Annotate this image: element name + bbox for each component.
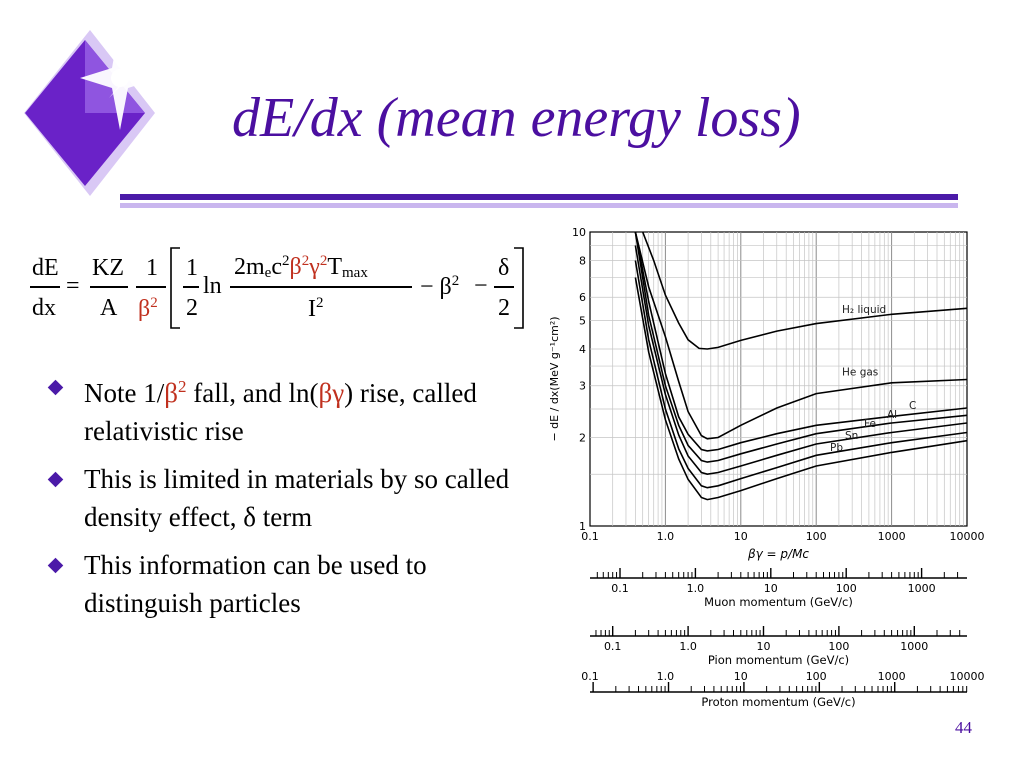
momentum-tick-label: 10 xyxy=(734,670,748,683)
half-numerator: 1 xyxy=(186,255,198,281)
bullet-item: Note 1/β2 fall, and ln(βγ) rise, called … xyxy=(47,368,524,450)
y-tick-label: 5 xyxy=(579,315,586,328)
bethe-bloch-formula: dE dx = KZ A 1 β2 1 2 ln 2mec2β2γ2Tmax I… xyxy=(28,246,528,336)
series-line-3 xyxy=(634,232,967,463)
momentum-tick-label: 1000 xyxy=(878,670,906,683)
chart-labels: 1 2 3 4 5 6 8 10 0.1 1.0 10 100 1000 10000 βγ = p/Mc − … xyxy=(548,226,985,561)
y-tick-label: 10 xyxy=(572,226,586,239)
x-tick-label: 100 xyxy=(806,530,827,543)
series-line-5 xyxy=(634,260,967,489)
lhs-denominator: dx xyxy=(32,295,56,321)
x-tick-label: 10000 xyxy=(950,530,985,543)
delta-numerator: δ xyxy=(498,255,510,281)
x-tick-label: 10 xyxy=(734,530,748,543)
momentum-tick-label: 10000 xyxy=(950,670,985,683)
beta-fraction-bar xyxy=(136,286,166,288)
delta-fraction-bar xyxy=(494,286,514,288)
slide-title: dE/dx (mean energy loss) xyxy=(232,87,801,149)
series-label-4: Fe xyxy=(864,418,876,430)
left-bracket xyxy=(170,247,180,329)
page-number: 44 xyxy=(955,718,972,737)
series-label-2: C xyxy=(909,400,916,412)
chart-grid xyxy=(589,231,968,527)
kz-numerator: KZ xyxy=(92,255,124,281)
half-denominator: 2 xyxy=(186,295,198,321)
series-label-6: Pb xyxy=(830,442,843,454)
momentum-tick-label: 100 xyxy=(806,670,827,683)
momentum-axes: 0.1 1.0 10 100 1000 Muon momentum (GeV/c) 0.1 1… xyxy=(581,568,985,709)
momentum-axis-label: Proton momentum (GeV/c) xyxy=(701,695,855,709)
y-tick-label: 2 xyxy=(579,431,586,444)
series-line-4 xyxy=(634,245,967,476)
right-bracket xyxy=(514,247,524,329)
chart-curves xyxy=(634,232,967,501)
log-fraction-bar xyxy=(230,286,412,288)
series-line-1 xyxy=(634,232,967,440)
momentum-tick-label: 1.0 xyxy=(687,582,705,595)
series-line-0 xyxy=(641,232,967,350)
y-tick-label: 6 xyxy=(579,291,586,304)
momentum-axis-label: Pion momentum (GeV/c) xyxy=(708,653,849,667)
momentum-tick-label: 10 xyxy=(756,640,770,653)
momentum-tick-label: 10 xyxy=(764,582,778,595)
y-tick-label: 1 xyxy=(579,520,586,533)
series-label-3: Al xyxy=(887,409,897,421)
y-tick-label: 8 xyxy=(579,254,586,267)
title-underline-light xyxy=(120,203,958,208)
momentum-tick-label: 1.0 xyxy=(657,670,675,683)
y-tick-label: 3 xyxy=(579,380,586,393)
lhs-fraction-bar xyxy=(30,286,60,288)
momentum-tick-label: 100 xyxy=(836,582,857,595)
beta-fraction-numerator: 1 xyxy=(146,255,158,281)
momentum-tick-label: 0.1 xyxy=(581,670,599,683)
bullet-item: This is limited in materials by so calle… xyxy=(47,460,524,536)
log-argument-denominator: I2 xyxy=(308,295,324,322)
y-tick-label: 4 xyxy=(579,343,586,356)
x-axis-label: βγ = p/Mc xyxy=(747,547,809,561)
log-argument-numerator: 2mec2β2γ2Tmax xyxy=(234,253,368,281)
momentum-tick-label: 0.1 xyxy=(604,640,622,653)
kz-fraction-bar xyxy=(90,286,128,288)
minus-sign: − xyxy=(474,273,488,299)
delta-denominator: 2 xyxy=(498,295,510,321)
bullet-diamond-icon xyxy=(47,379,64,396)
momentum-tick-label: 0.1 xyxy=(611,582,629,595)
momentum-tick-label: 1000 xyxy=(908,582,936,595)
bullet-diamond-icon xyxy=(47,471,64,488)
series-line-2 xyxy=(634,232,967,452)
series-label-5: Sn xyxy=(845,430,858,442)
title-underline-dark xyxy=(120,194,958,200)
x-tick-label: 0.1 xyxy=(581,530,599,543)
half-fraction-bar xyxy=(183,286,199,288)
purple-diamond-sparkle-icon xyxy=(24,22,160,196)
kz-denominator: A xyxy=(100,295,118,321)
lhs-numerator: dE xyxy=(32,255,59,281)
equals-sign: = xyxy=(66,273,80,299)
beta-fraction-denominator: β2 xyxy=(138,295,158,322)
bullet-diamond-icon xyxy=(47,557,64,574)
x-tick-label: 1.0 xyxy=(657,530,675,543)
bullet-list: Note 1/β2 fall, and ln(βγ) rise, called … xyxy=(47,368,524,632)
minus-beta-squared: − β2 xyxy=(420,273,460,300)
plot-frame xyxy=(589,231,968,527)
bullet-item: This information can be used to distingu… xyxy=(47,546,524,622)
series-label-0: H₂ liquid xyxy=(842,304,886,316)
series-line-6 xyxy=(634,277,967,501)
momentum-tick-label: 100 xyxy=(828,640,849,653)
momentum-tick-label: 1000 xyxy=(900,640,928,653)
energy-loss-chart: 1 2 3 4 5 6 8 10 0.1 1.0 10 100 1000 10000 βγ = p/Mc − … xyxy=(548,226,985,709)
momentum-axis-label: Muon momentum (GeV/c) xyxy=(704,595,853,609)
y-axis-label: − dE / dx(MeV g⁻¹cm²) xyxy=(548,316,561,441)
ln-text: ln xyxy=(203,273,222,299)
x-tick-label: 1000 xyxy=(878,530,906,543)
series-label-1: He gas xyxy=(842,367,878,379)
momentum-tick-label: 1.0 xyxy=(679,640,697,653)
